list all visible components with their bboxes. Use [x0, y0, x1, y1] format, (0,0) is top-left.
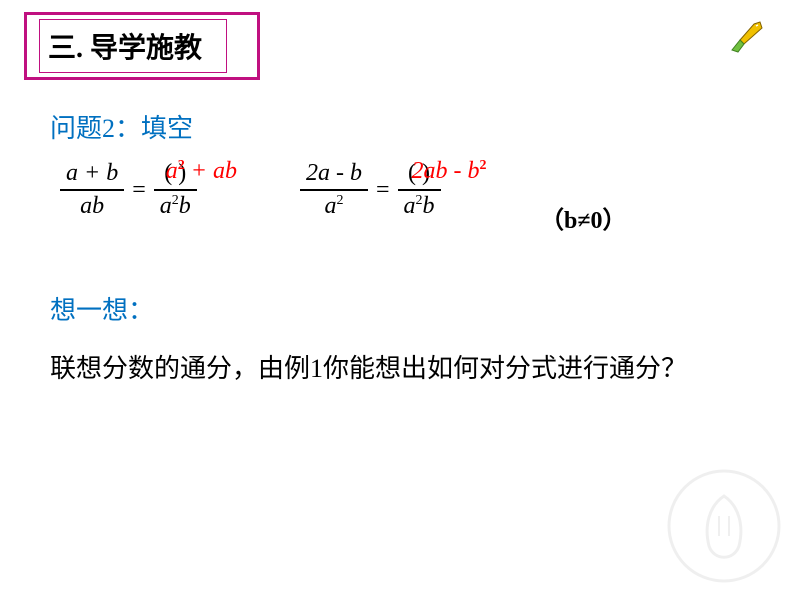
eq2-right-num: ( ) 2ab - b2 [398, 160, 441, 191]
section-title: 三. 导学施教 [48, 33, 202, 64]
eq1-right-fraction: ( ) a2 + ab a2b [154, 160, 197, 220]
brush-icon [726, 20, 766, 56]
eq2-left-den: a2 [300, 191, 368, 220]
think-label: 想一想： [50, 290, 154, 327]
eq2-right-fraction: ( ) 2ab - b2 a2b [398, 160, 441, 220]
eq2-left-fraction: 2a - b a2 [300, 160, 368, 220]
equals-sign: = [376, 177, 390, 204]
watermark-icon [664, 466, 784, 586]
eq1-right-den: a2b [154, 191, 197, 220]
eq2-left-num: 2a - b [300, 160, 368, 191]
section-title-inner: 三. 导学施教 [39, 19, 227, 73]
question-label: 问题2：填空 [50, 108, 193, 145]
eq2-right-den: a2b [398, 191, 441, 220]
section-title-box: 三. 导学施教 [24, 12, 260, 80]
equals-sign: = [132, 177, 146, 204]
think-text: 联想分数的通分，由例1你能想出如何对分式进行通分？ [50, 340, 730, 397]
eq1-right-num: ( ) a2 + ab [154, 160, 197, 191]
eq1-left-num: a + b [60, 160, 124, 191]
equation-2: 2a - b a2 = ( ) 2ab - b2 a2b [300, 160, 441, 220]
condition-text: （b≠0） [540, 200, 627, 235]
equations-row: a + b ab = ( ) a2 + ab a2b 2a - b a2 = (… [50, 160, 750, 240]
eq1-left-fraction: a + b ab [60, 160, 124, 220]
eq1-answer: a2 + ab [166, 158, 237, 185]
equation-1: a + b ab = ( ) a2 + ab a2b [60, 160, 197, 220]
eq1-left-den: ab [60, 191, 124, 220]
eq2-answer: 2ab - b2 [412, 158, 487, 185]
